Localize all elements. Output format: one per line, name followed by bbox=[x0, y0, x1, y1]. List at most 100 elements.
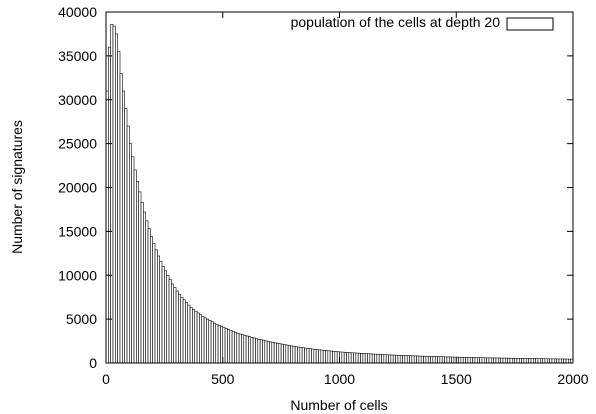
histogram-bar bbox=[248, 336, 252, 364]
histogram-bar bbox=[327, 350, 331, 364]
histogram-bar bbox=[458, 356, 462, 364]
histogram-bar bbox=[511, 357, 515, 364]
histogram-bar bbox=[554, 358, 557, 364]
histogram-bar bbox=[357, 352, 361, 364]
histogram-bar bbox=[500, 357, 504, 364]
histogram-bar bbox=[488, 357, 492, 364]
histogram-bar bbox=[224, 328, 228, 364]
histogram-bar bbox=[392, 354, 396, 364]
histogram-bar bbox=[119, 73, 123, 364]
x-tick-label: 2000 bbox=[557, 371, 588, 387]
histogram-bar bbox=[483, 357, 487, 364]
histogram-bar bbox=[374, 353, 378, 364]
bars-group bbox=[105, 23, 574, 364]
histogram-bar bbox=[509, 357, 513, 364]
histogram-bar bbox=[250, 337, 254, 364]
histogram-bar bbox=[280, 343, 284, 364]
histogram-bar bbox=[376, 353, 380, 364]
histogram-bar bbox=[476, 357, 480, 364]
histogram-bar bbox=[243, 335, 247, 364]
histogram-bar bbox=[315, 349, 319, 364]
histogram-bar bbox=[322, 350, 326, 364]
x-tick-label: 1000 bbox=[324, 371, 355, 387]
histogram-bar bbox=[516, 358, 520, 364]
histogram-bar bbox=[126, 125, 130, 364]
histogram-bar bbox=[203, 317, 207, 364]
histogram-bar bbox=[348, 352, 352, 364]
histogram-bar bbox=[273, 342, 277, 364]
histogram-bar bbox=[416, 355, 420, 364]
histogram-bar bbox=[196, 312, 200, 364]
histogram-bar bbox=[112, 25, 116, 364]
histogram-bar bbox=[152, 243, 156, 364]
histogram-bar bbox=[444, 356, 448, 364]
legend-label: population of the cells at depth 20 bbox=[291, 14, 501, 30]
histogram-bar bbox=[439, 356, 443, 364]
histogram-bar bbox=[467, 357, 471, 364]
histogram-bar bbox=[182, 299, 186, 364]
histogram-bar bbox=[383, 354, 387, 364]
histogram-bar bbox=[381, 354, 385, 364]
histogram-bar bbox=[306, 348, 310, 364]
histogram-bar bbox=[355, 352, 359, 364]
histogram-bar bbox=[143, 211, 146, 364]
legend-swatch bbox=[506, 17, 554, 31]
histogram-bar bbox=[299, 347, 303, 364]
histogram-bar bbox=[308, 348, 312, 364]
histogram-bar bbox=[390, 354, 394, 364]
histogram-bar bbox=[486, 357, 490, 364]
histogram-bar bbox=[523, 358, 527, 364]
y-tick-label: 20000 bbox=[58, 180, 97, 196]
histogram-bar bbox=[231, 331, 235, 364]
histogram-bar bbox=[229, 330, 233, 364]
histogram-bar bbox=[369, 353, 373, 364]
histogram-bar bbox=[311, 348, 315, 364]
histogram-bar bbox=[313, 349, 317, 364]
histogram-bar bbox=[362, 353, 366, 364]
histogram-bar bbox=[269, 341, 273, 364]
histogram-bar bbox=[108, 46, 111, 364]
histogram-bar bbox=[364, 353, 368, 364]
histogram-bar bbox=[117, 51, 121, 364]
histogram-bar bbox=[227, 329, 231, 364]
histogram-bar bbox=[556, 358, 560, 364]
histogram-bar bbox=[549, 358, 553, 364]
histogram-bar bbox=[535, 358, 539, 364]
histogram-bar bbox=[122, 90, 125, 364]
histogram-bar bbox=[481, 357, 485, 364]
histogram-bar bbox=[262, 339, 266, 364]
y-tick-label: 10000 bbox=[58, 267, 97, 283]
histogram-bar bbox=[537, 358, 541, 364]
histogram-bar bbox=[385, 354, 389, 364]
histogram-bar bbox=[129, 143, 132, 364]
histogram-bar bbox=[479, 357, 483, 364]
histogram-bar bbox=[238, 333, 242, 364]
histogram-bar bbox=[563, 358, 567, 364]
histogram-bar bbox=[462, 357, 466, 364]
histogram-bar bbox=[159, 260, 163, 364]
histogram-bar bbox=[525, 358, 529, 364]
tick-labels-group: 0 500 1000 1500 2000050001000015000200002500… bbox=[58, 4, 589, 387]
x-tick-label: 0 bbox=[102, 371, 110, 387]
histogram-bar bbox=[329, 350, 333, 364]
histogram-bar bbox=[490, 357, 494, 364]
histogram-bar bbox=[540, 358, 543, 364]
x-axis-title: Number of cells bbox=[290, 397, 387, 413]
histogram-bar bbox=[206, 318, 210, 364]
histogram-bar bbox=[133, 169, 137, 364]
histogram-bar bbox=[213, 322, 217, 364]
histogram-bar bbox=[343, 351, 347, 364]
histogram-bar bbox=[171, 283, 175, 364]
histogram-bar bbox=[150, 236, 154, 364]
histogram-bar bbox=[175, 290, 179, 364]
ticks-group bbox=[105, 11, 574, 364]
legend: population of the cells at depth 20 bbox=[291, 14, 554, 31]
histogram-bar bbox=[271, 342, 275, 364]
histogram-bar bbox=[173, 287, 177, 364]
histogram-bar bbox=[217, 324, 221, 364]
histogram-bar bbox=[283, 344, 287, 364]
histogram-bar bbox=[388, 354, 392, 364]
histogram-bar bbox=[406, 355, 410, 364]
histogram-bar bbox=[245, 335, 249, 364]
